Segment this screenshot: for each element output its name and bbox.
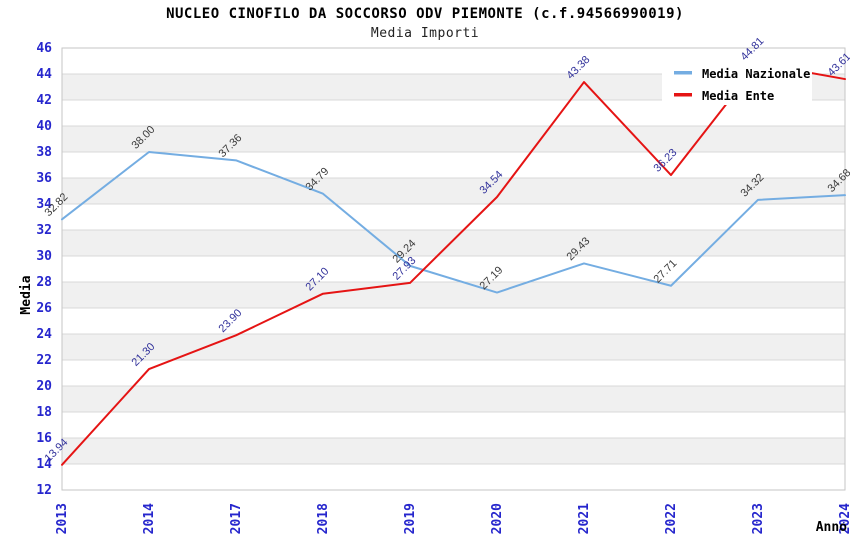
y-tick-label: 44 [36,67,52,82]
y-axis-title: Media [19,275,34,314]
x-tick-label: 2022 [664,503,679,534]
plot-band [62,256,845,282]
chart-subtitle: Media Importi [370,26,480,41]
y-tick-label: 42 [36,93,52,108]
x-tick-label: 2020 [490,503,505,534]
legend-item-label: Media Nazionale [702,67,810,81]
series-line-ente [61,62,846,466]
y-tick-label: 38 [36,145,52,160]
x-tick-label: 2021 [577,503,592,534]
y-tick-label: 26 [36,301,52,316]
x-tick-label: 2018 [316,503,331,534]
plot-band [62,230,845,256]
plot-band [62,178,845,204]
plot-band [62,386,845,412]
x-axis-title: Anno [816,520,847,535]
y-tick-label: 18 [36,405,52,420]
legend-swatch [674,93,692,97]
x-tick-label: 2019 [403,503,418,534]
plot-band [62,126,845,152]
series-line-nazionale [61,151,846,294]
x-tick-label: 2014 [142,503,157,534]
plot-band [62,438,845,464]
page-title: NUCLEO CINOFILO DA SOCCORSO ODV PIEMONTE… [166,6,684,22]
legend-swatch [674,71,692,75]
y-tick-label: 40 [36,119,52,134]
plot-band [62,204,845,230]
y-tick-label: 46 [36,41,52,56]
y-tick-label: 34 [36,197,52,212]
plot-border [61,47,846,491]
plot-band [62,282,845,308]
y-tick-label: 22 [36,353,52,368]
plot-band [62,412,845,438]
plot-band [62,360,845,386]
y-tick-label: 36 [36,171,52,186]
y-tick-label: 14 [36,457,52,472]
x-tick-label: 2023 [751,503,766,534]
legend-box [662,57,812,105]
y-tick-label: 16 [36,431,52,446]
y-tick-label: 30 [36,249,52,264]
y-tick-label: 20 [36,379,52,394]
y-tick-label: 24 [36,327,52,342]
y-tick-label: 28 [36,275,52,290]
legend-item-label: Media Ente [702,89,774,103]
x-tick-label: 2013 [55,503,70,534]
plot-band [62,308,845,334]
plot-band [62,464,845,490]
x-tick-label: 2024 [838,503,850,534]
plot-band [62,334,845,360]
x-tick-label: 2017 [229,503,244,534]
y-tick-label: 12 [36,483,52,498]
y-tick-label: 32 [36,223,52,238]
